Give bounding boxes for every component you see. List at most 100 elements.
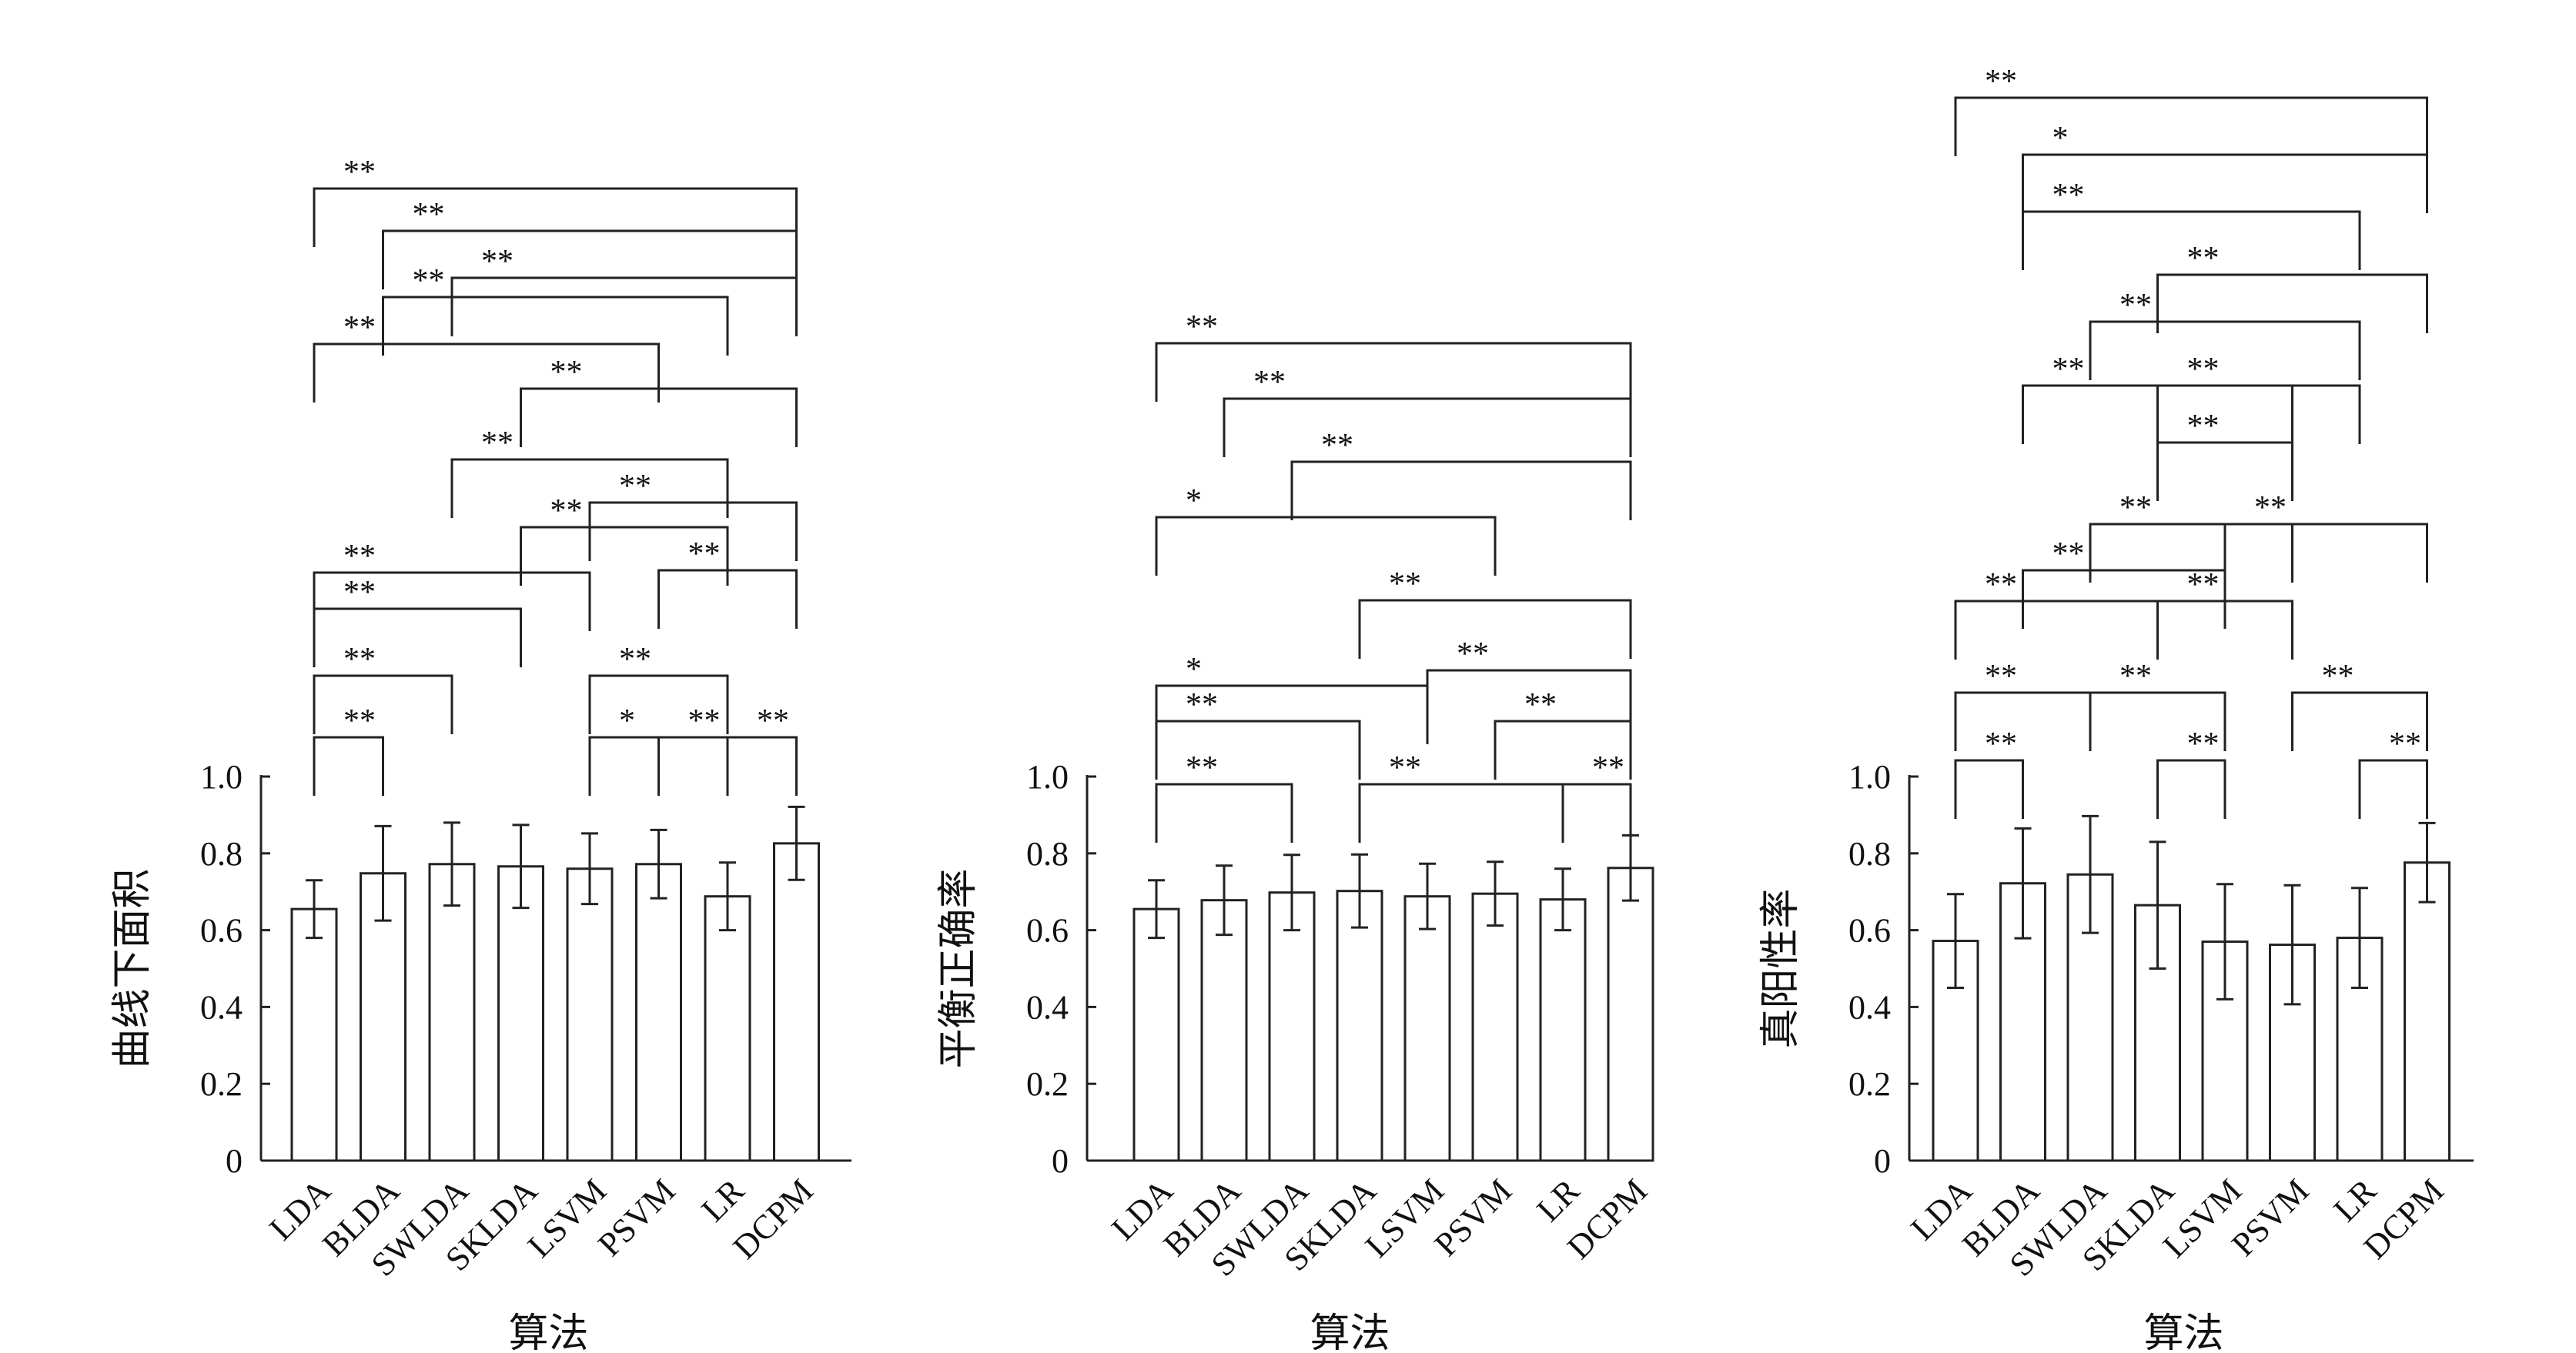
significance-label: ** bbox=[1389, 566, 1421, 602]
significance-label: ** bbox=[619, 469, 651, 504]
bar bbox=[1607, 867, 1654, 1162]
significance-label: ** bbox=[2187, 409, 2220, 444]
y-tick-label: 0.8 bbox=[1026, 835, 1069, 873]
y-tick-label: 0.2 bbox=[1026, 1065, 1069, 1103]
bar bbox=[635, 863, 682, 1162]
significance-label: ** bbox=[2187, 352, 2220, 387]
significance-label: ** bbox=[1186, 687, 1218, 723]
significance-bracket bbox=[1954, 600, 2159, 660]
significance-bracket bbox=[1494, 720, 1632, 780]
x-axis-title: 算法 bbox=[2143, 1312, 2223, 1353]
significance-label: ** bbox=[2052, 352, 2085, 387]
bar bbox=[1336, 890, 1383, 1162]
y-tick-label: 0 bbox=[1052, 1142, 1069, 1180]
significance-bracket bbox=[313, 607, 522, 667]
significance-label: ** bbox=[757, 703, 789, 739]
x-tick-label: DCPM bbox=[726, 1171, 821, 1266]
bar bbox=[773, 842, 820, 1162]
significance-label: ** bbox=[550, 355, 583, 390]
bar bbox=[497, 865, 544, 1162]
significance-label: ** bbox=[481, 426, 514, 461]
significance-bracket bbox=[1155, 516, 1497, 576]
significance-label: ** bbox=[481, 244, 514, 279]
y-tick-label: 0 bbox=[226, 1142, 243, 1180]
significance-bracket bbox=[2089, 691, 2226, 751]
significance-label: ** bbox=[2187, 727, 2220, 762]
significance-label: ** bbox=[1321, 428, 1353, 463]
significance-bracket bbox=[1561, 783, 1632, 843]
x-tick-label: LSVM bbox=[520, 1171, 614, 1264]
significance-bracket bbox=[313, 571, 591, 631]
y-tick-label: 0.6 bbox=[1026, 912, 1069, 950]
significance-label: ** bbox=[1389, 750, 1421, 786]
significance-label: ** bbox=[343, 310, 376, 346]
bar bbox=[290, 907, 338, 1162]
y-tick-label: 0 bbox=[1874, 1142, 1891, 1180]
significance-bracket bbox=[1223, 397, 1632, 457]
significance-label: ** bbox=[2052, 536, 2085, 572]
x-tick-label: LSVM bbox=[1358, 1171, 1451, 1264]
significance-label: ** bbox=[343, 703, 376, 739]
bar bbox=[1200, 899, 1248, 1162]
significance-bracket bbox=[1954, 691, 2092, 751]
significance-label: ** bbox=[2389, 727, 2421, 762]
y-tick-label: 0.8 bbox=[1848, 835, 1891, 873]
significance-bracket bbox=[2089, 320, 2361, 380]
significance-label: ** bbox=[2119, 490, 2152, 526]
significance-bracket bbox=[520, 526, 729, 586]
significance-bracket bbox=[1358, 599, 1632, 659]
y-tick-label: 1.0 bbox=[1848, 758, 1891, 796]
significance-label: ** bbox=[2119, 288, 2152, 323]
significance-label: * bbox=[1186, 652, 1202, 687]
significance-bracket bbox=[313, 187, 798, 247]
bar bbox=[1132, 907, 1180, 1162]
y-tick-label: 0.8 bbox=[200, 835, 243, 873]
y-tick-label: 0.6 bbox=[1848, 912, 1891, 950]
bar bbox=[360, 872, 406, 1162]
significance-label: ** bbox=[2254, 490, 2287, 526]
bar bbox=[1539, 898, 1587, 1162]
significance-label: ** bbox=[343, 155, 376, 190]
significance-bracket bbox=[450, 276, 798, 336]
significance-label: * bbox=[619, 703, 635, 739]
bar bbox=[1471, 892, 1519, 1162]
significance-bracket bbox=[1358, 783, 1564, 843]
y-tick-label: 0.6 bbox=[200, 912, 243, 950]
chart-panel-3: 00.20.40.60.81.0真阳性率算法LDABLDASWLDASKLDAL… bbox=[1759, 64, 2474, 1353]
y-axis-title: 平衡正确率 bbox=[937, 868, 981, 1068]
y-tick-label: 1.0 bbox=[1026, 758, 1069, 796]
significance-label: ** bbox=[2119, 659, 2152, 694]
significance-bracket bbox=[657, 736, 729, 796]
significance-label: ** bbox=[1524, 687, 1557, 723]
x-axis-title: 算法 bbox=[508, 1312, 588, 1353]
significance-bracket bbox=[313, 342, 660, 403]
significance-bracket bbox=[1426, 669, 1632, 729]
significance-bracket bbox=[2358, 759, 2428, 819]
significance-bracket bbox=[2156, 273, 2428, 333]
significance-bracket bbox=[313, 674, 453, 734]
significance-label: ** bbox=[343, 642, 376, 677]
y-axis-title: 真阳性率 bbox=[1759, 888, 1803, 1048]
y-tick-label: 0.2 bbox=[200, 1065, 243, 1103]
significance-bracket bbox=[313, 736, 384, 796]
significance-bracket bbox=[1155, 720, 1361, 780]
x-tick-label: LSVM bbox=[2156, 1171, 2249, 1264]
significance-bracket bbox=[2089, 523, 2293, 583]
significance-bracket bbox=[2022, 569, 2226, 629]
x-tick-label: PSVM bbox=[590, 1171, 682, 1263]
significance-label: ** bbox=[1985, 567, 2017, 603]
bar bbox=[1268, 891, 1316, 1162]
x-tick-label: PSVM bbox=[2224, 1171, 2316, 1263]
significance-bracket bbox=[450, 458, 729, 518]
significance-label: ** bbox=[2187, 241, 2220, 276]
y-tick-label: 0.4 bbox=[1026, 988, 1069, 1026]
y-axis-title: 曲线下面积 bbox=[111, 868, 155, 1068]
bar bbox=[704, 895, 751, 1162]
significance-label: ** bbox=[1186, 750, 1218, 786]
significance-label: ** bbox=[1985, 727, 2017, 762]
significance-bracket bbox=[588, 501, 798, 561]
significance-label: ** bbox=[413, 197, 445, 232]
significance-bracket bbox=[382, 229, 798, 289]
bar bbox=[2404, 861, 2451, 1162]
significance-bracket bbox=[1954, 96, 2428, 156]
